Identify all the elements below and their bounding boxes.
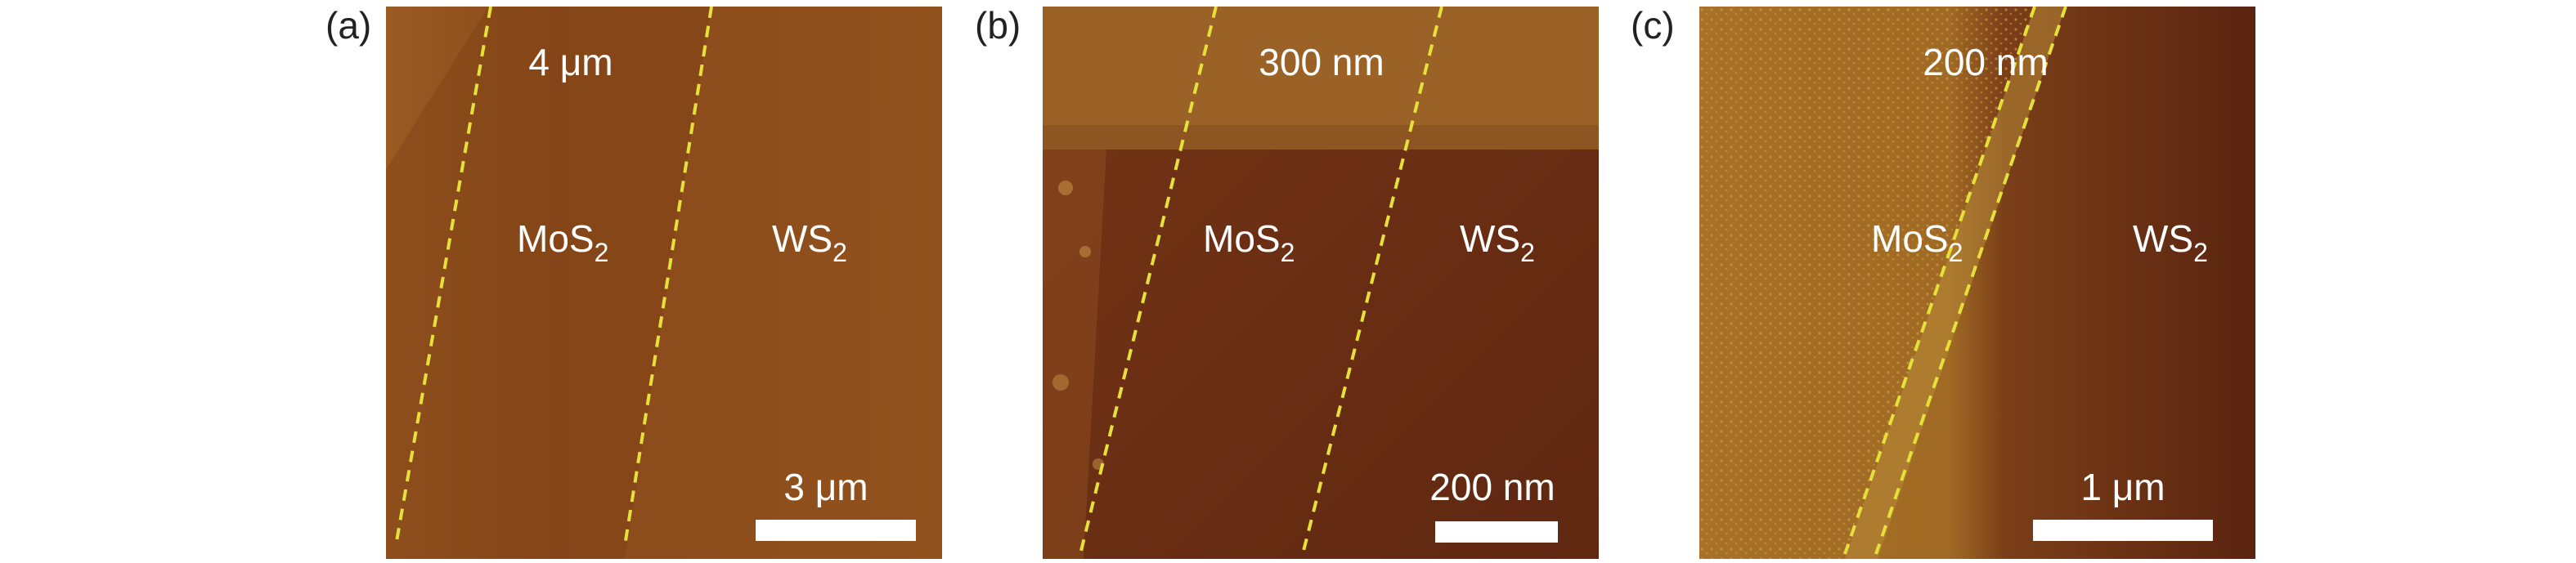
- mos2-label-a: MoS2: [517, 217, 608, 267]
- scale-bar-a: [756, 520, 916, 541]
- scale-bar-label-a: 3 μm: [783, 466, 868, 508]
- scale-bar-label-c: 1 μm: [2080, 466, 2165, 508]
- afm-image-c: 200 nm MoS2 WS2 1 μm: [1699, 7, 2255, 559]
- bottom-substrate-b: [1043, 150, 1599, 559]
- panel-label-c: (c): [1631, 4, 1675, 47]
- afm-background-a: [386, 7, 942, 559]
- afm-panel-a: 4 μm MoS2 WS2 3 μm: [386, 7, 942, 559]
- panel-label-b: (b): [975, 4, 1021, 47]
- scale-bar-c: [2033, 520, 2213, 541]
- width-annotation-b: 300 nm: [1259, 41, 1384, 83]
- particle: [1052, 374, 1069, 391]
- afm-panel-c: 200 nm MoS2 WS2 1 μm: [1699, 7, 2255, 559]
- boundary-line-right-a: [623, 7, 713, 547]
- ws2-label-c: WS2: [2133, 217, 2208, 267]
- step-edge-b: [1043, 125, 1599, 150]
- granular-region-c: [1699, 7, 2035, 559]
- ws2-label-b: WS2: [1460, 217, 1535, 267]
- boundary-line-left-b: [1079, 7, 1218, 555]
- scale-bar-label-b: 200 nm: [1429, 466, 1555, 508]
- afm-panel-b: 300 nm MoS2 WS2 200 nm: [1043, 7, 1599, 559]
- scale-bar-b: [1435, 521, 1558, 543]
- ws2-label-a: WS2: [772, 217, 847, 267]
- mos2-label-c: MoS2: [1871, 217, 1963, 267]
- width-annotation-c: 200 nm: [1923, 41, 2048, 83]
- boundary-line-left-a: [394, 7, 492, 547]
- afm-image-b: 300 nm MoS2 WS2 200 nm: [1043, 7, 1599, 559]
- mos2-label-b: MoS2: [1203, 217, 1295, 267]
- mos2-stripe-c: [1845, 7, 2066, 559]
- width-annotation-a: 4 μm: [528, 41, 613, 83]
- afm-image-a: 4 μm MoS2 WS2 3 μm: [386, 7, 942, 559]
- boundary-line-right-b: [1301, 7, 1443, 555]
- panel-label-a: (a): [325, 4, 372, 47]
- particle: [1079, 246, 1091, 257]
- particle: [1058, 181, 1073, 195]
